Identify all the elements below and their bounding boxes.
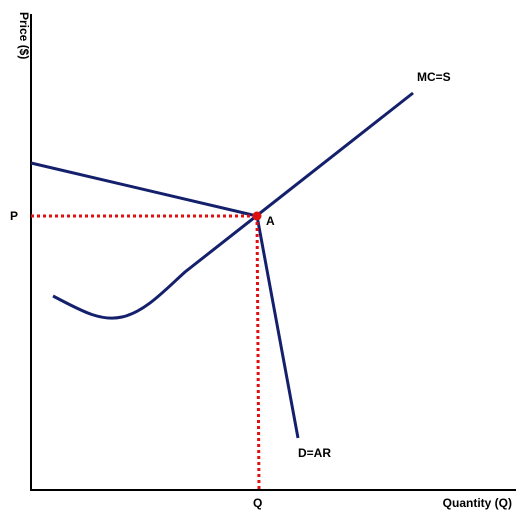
x-axis-label: Quantity (Q) [443, 496, 512, 510]
quantity-label: Q [253, 496, 262, 510]
supply-label: MC=S [417, 70, 451, 84]
point-label: A [266, 214, 275, 228]
y-axis-label: Price ($) [17, 12, 31, 59]
demand-label: D=AR [298, 446, 331, 460]
mc-curve [52, 91, 414, 320]
equilibrium-point [252, 211, 262, 221]
price-label: P [10, 209, 18, 223]
quantity-guide [255, 215, 261, 491]
